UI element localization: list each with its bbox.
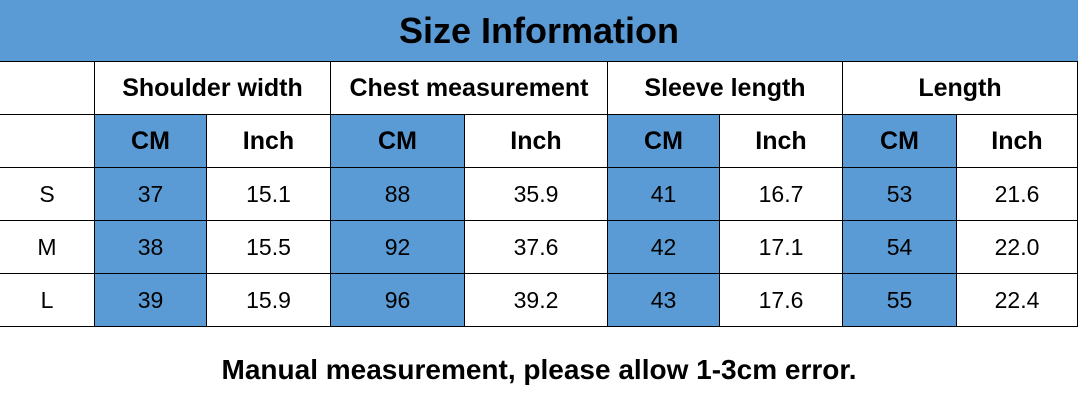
measure-cell: 43: [608, 274, 720, 327]
unit-header: Inch: [465, 115, 608, 168]
unit-header: CM: [95, 115, 207, 168]
measure-cell: 39: [95, 274, 207, 327]
group-header: Shoulder width: [95, 62, 331, 115]
measure-cell: 42: [608, 221, 720, 274]
measure-cell: 21.6: [957, 168, 1078, 221]
measure-cell: 88: [331, 168, 465, 221]
measure-cell: 92: [331, 221, 465, 274]
group-header: Sleeve length: [608, 62, 843, 115]
measure-cell: 15.9: [207, 274, 331, 327]
unit-header: Inch: [957, 115, 1078, 168]
measure-cell: 17.6: [720, 274, 843, 327]
size-label: L: [0, 274, 95, 327]
measure-cell: 39.2: [465, 274, 608, 327]
group-header: Chest measurement: [331, 62, 608, 115]
empty-cell: [0, 62, 95, 115]
measure-cell: 53: [843, 168, 957, 221]
unit-header: Inch: [720, 115, 843, 168]
measure-cell: 17.1: [720, 221, 843, 274]
unit-header: CM: [331, 115, 465, 168]
measure-cell: 35.9: [465, 168, 608, 221]
measure-cell: 15.1: [207, 168, 331, 221]
size-label: S: [0, 168, 95, 221]
unit-header: Inch: [207, 115, 331, 168]
empty-cell: [0, 115, 95, 168]
size-label: M: [0, 221, 95, 274]
footer-note: Manual measurement, please allow 1-3cm e…: [221, 354, 857, 385]
title-bar: Size Information: [0, 0, 1078, 62]
group-header: Length: [843, 62, 1078, 115]
unit-header: CM: [843, 115, 957, 168]
measure-cell: 41: [608, 168, 720, 221]
measure-cell: 54: [843, 221, 957, 274]
measure-cell: 96: [331, 274, 465, 327]
measure-cell: 22.4: [957, 274, 1078, 327]
measure-cell: 16.7: [720, 168, 843, 221]
measure-cell: 55: [843, 274, 957, 327]
measure-cell: 15.5: [207, 221, 331, 274]
measure-cell: 38: [95, 221, 207, 274]
measure-cell: 37: [95, 168, 207, 221]
unit-header: CM: [608, 115, 720, 168]
measure-cell: 22.0: [957, 221, 1078, 274]
measure-cell: 37.6: [465, 221, 608, 274]
